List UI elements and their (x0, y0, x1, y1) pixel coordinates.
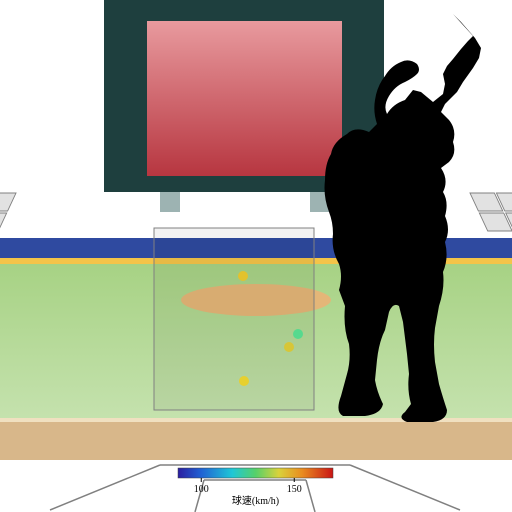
pitch-location-chart: 100 150 球速(km/h) (0, 0, 512, 512)
colorbar-tick: 150 (287, 484, 302, 495)
colorbar-tick: 100 (194, 484, 209, 495)
colorbar-label: 球速(km/h) (232, 494, 279, 507)
pitch-marker (238, 271, 248, 281)
scoreboard-leg-left (160, 192, 180, 212)
pitch-marker (284, 342, 294, 352)
pitch-marker (239, 376, 249, 386)
strike-zone (154, 228, 314, 410)
scoreboard-screen (147, 21, 342, 176)
infield-dirt (0, 420, 512, 460)
pitch-marker (293, 329, 303, 339)
stadium-background: 100 150 球速(km/h) (0, 0, 512, 512)
